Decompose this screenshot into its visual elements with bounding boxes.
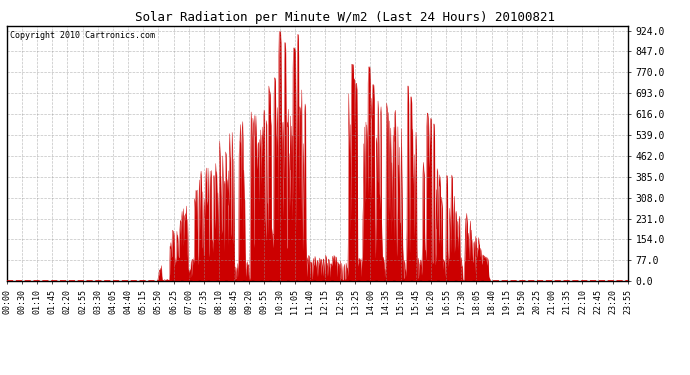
Text: Solar Radiation per Minute W/m2 (Last 24 Hours) 20100821: Solar Radiation per Minute W/m2 (Last 24… — [135, 11, 555, 24]
Text: Copyright 2010 Cartronics.com: Copyright 2010 Cartronics.com — [10, 32, 155, 40]
